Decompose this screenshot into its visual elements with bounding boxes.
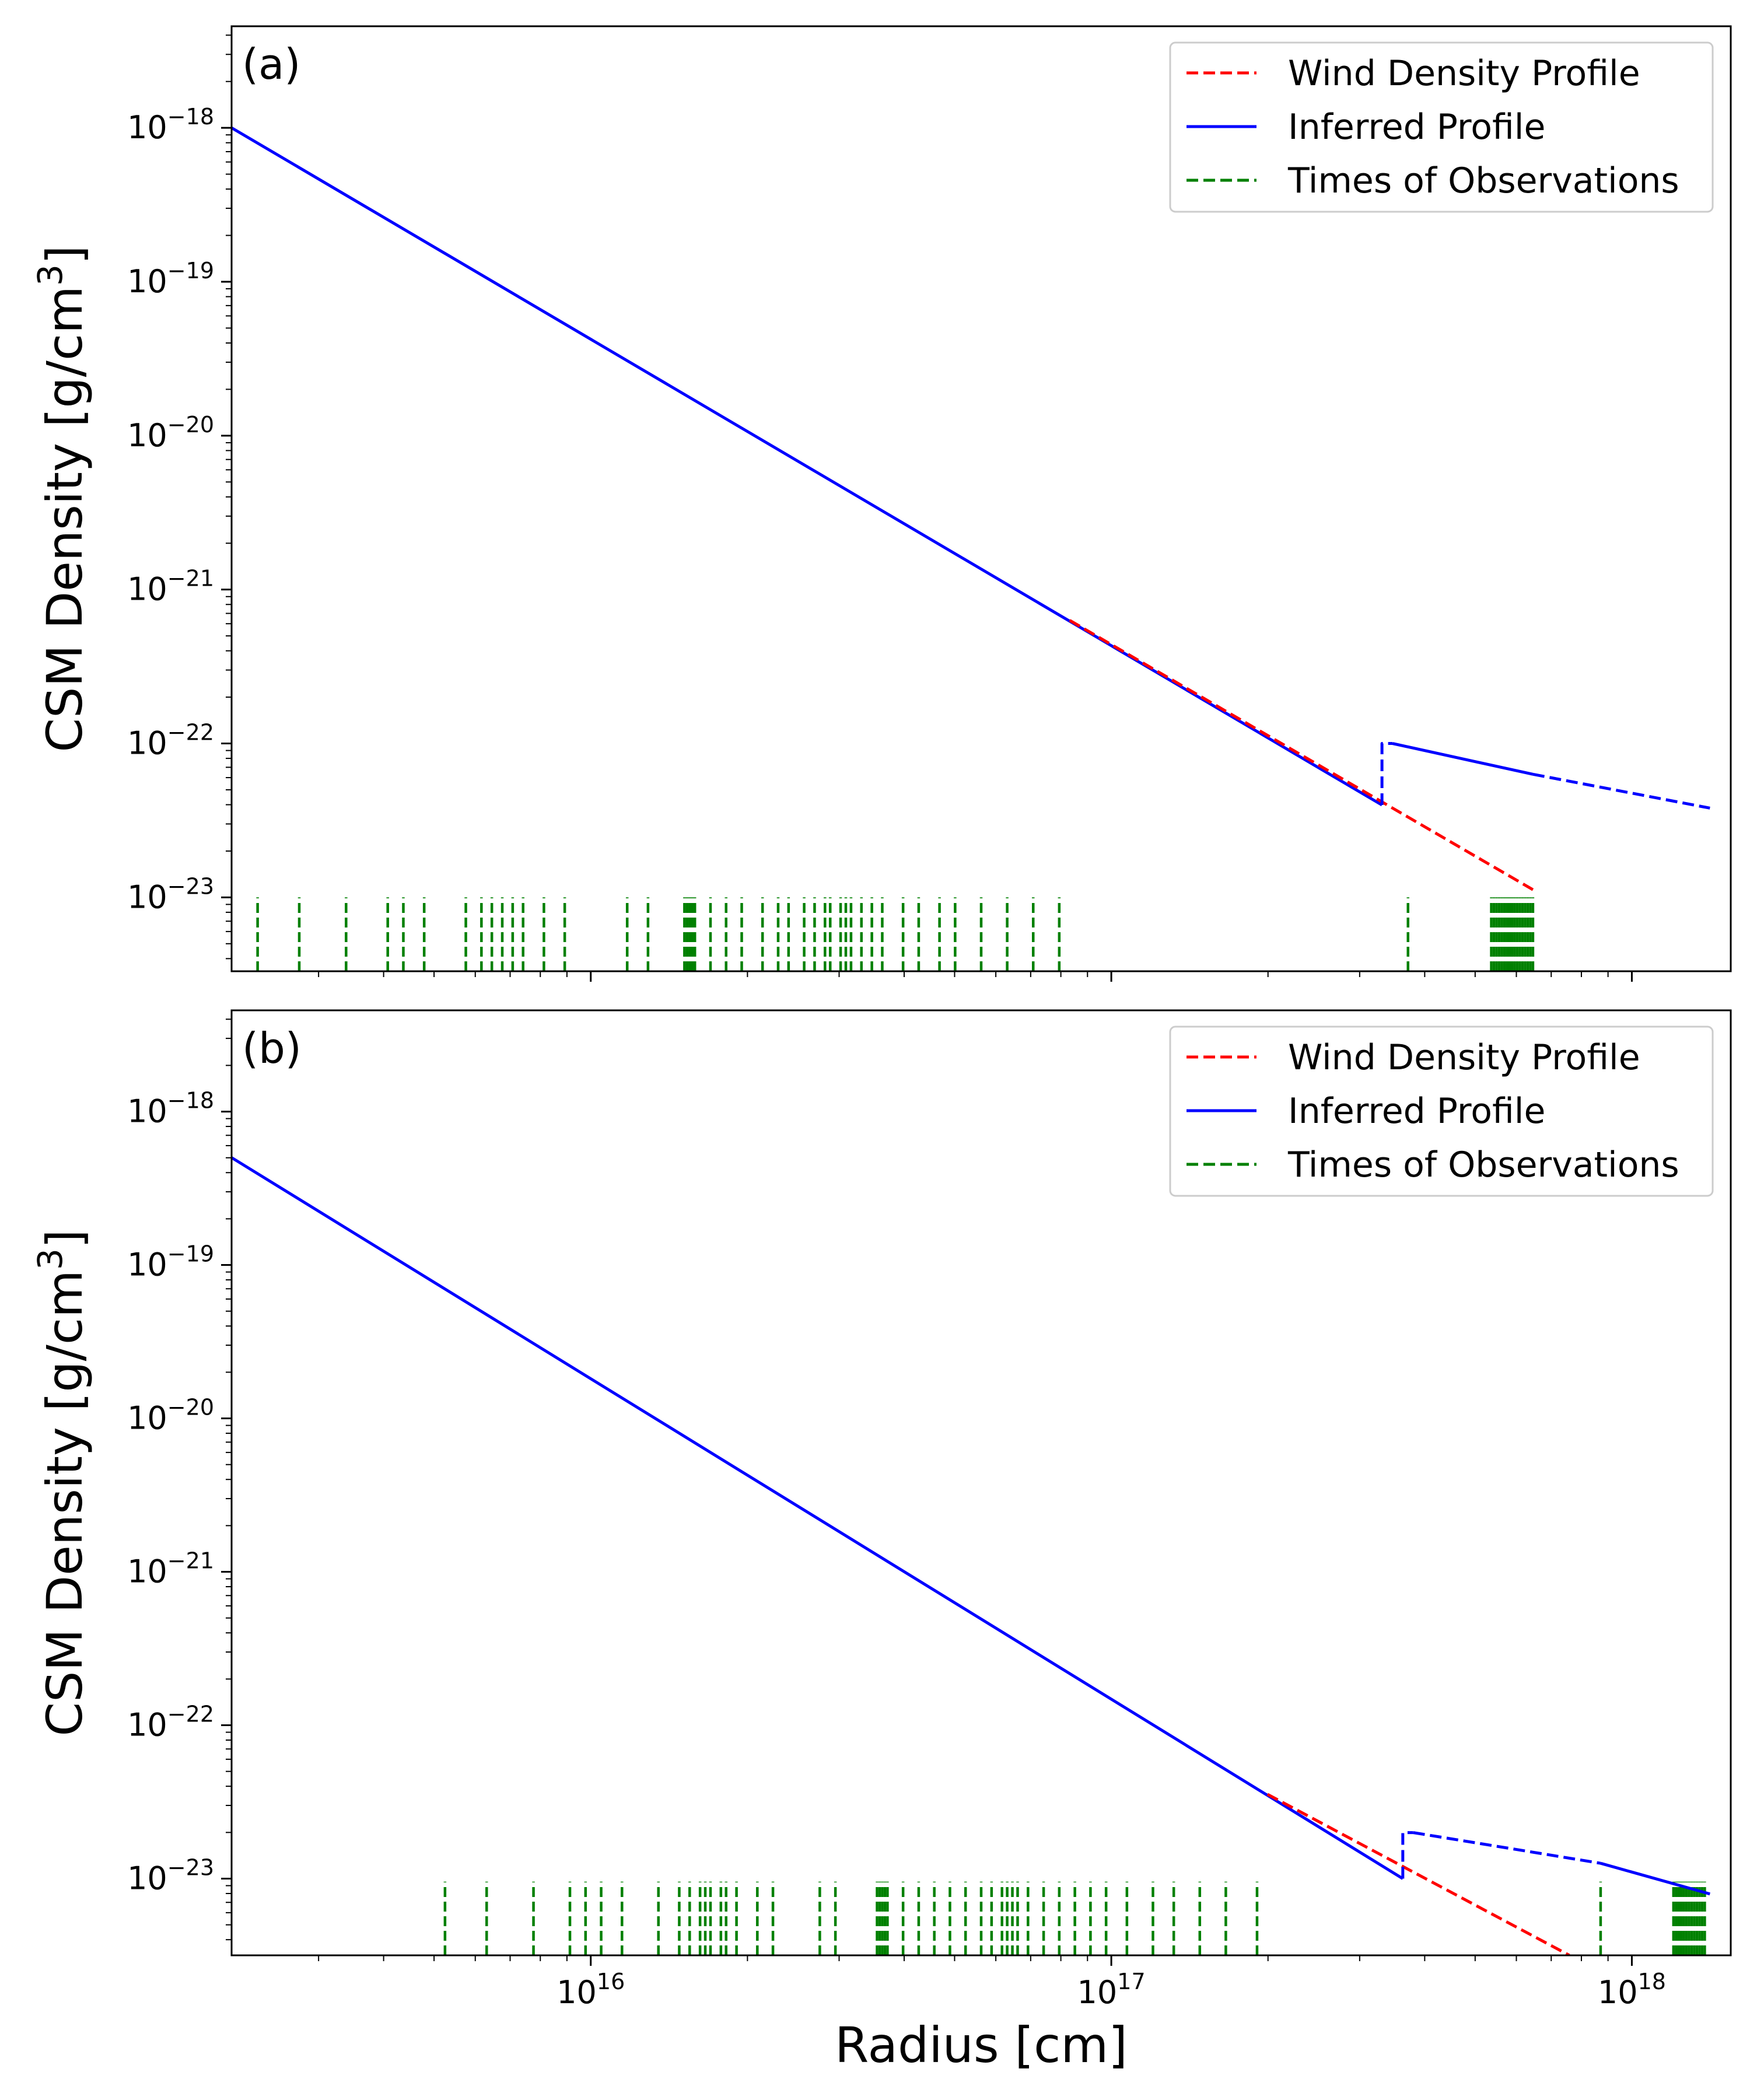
- panel-a-y-tick-label-base: 10: [127, 878, 167, 915]
- panel-a-y-tick-label-exponent: −19: [167, 258, 214, 284]
- panel-a-y-tick-label: 10−23: [127, 873, 214, 915]
- panel-a-ylabel-text: CSM Density [g/cm: [36, 286, 93, 752]
- panel-a-series-inferred-profile-outer: [1392, 742, 1534, 776]
- panel-a-y-tick-label-exponent: −18: [167, 104, 214, 130]
- panel-a-ylabel: CSM Density [g/cm3]: [30, 245, 93, 752]
- panel-b-legend: Wind Density Profile Inferred Profile Time…: [1169, 1026, 1714, 1197]
- panel-a-legend: Wind Density Profile Inferred Profile Time…: [1169, 41, 1714, 213]
- panel-a-label: (a): [242, 40, 300, 89]
- panel-b-plot-content: [232, 1156, 1710, 1955]
- panel-b-legend-box: [1169, 1026, 1714, 1197]
- panel-a-legend-label-0: Wind Density Profile: [1288, 53, 1640, 94]
- panel-b-label: (b): [242, 1024, 302, 1073]
- panel-b-series-wind-density-profile: [1266, 1793, 1570, 1955]
- panel-a-y-tick-label-exponent: −21: [167, 566, 214, 592]
- panel-b-y-tick-label-exponent: −23: [167, 1855, 214, 1881]
- panel-b-y-tick-label: 10−23: [127, 1855, 214, 1897]
- panel-b-x-tick-label-base: 10: [1077, 1974, 1118, 2011]
- panel-b-y-tick-label-exponent: −22: [167, 1702, 214, 1727]
- panel-b-y-tick-label-exponent: −20: [167, 1395, 214, 1420]
- panel-b-ylabel: CSM Density [g/cm3]: [30, 1229, 93, 1736]
- panel-a-series-inferred-profile-step: [1380, 742, 1392, 805]
- panel-b-ylabel-close: ]: [36, 1229, 93, 1248]
- panel-a-y-tick-label-exponent: −23: [167, 873, 214, 899]
- panel-a-series-inferred-profile: [232, 126, 1383, 807]
- panel-b-series-inferred-profile-step: [1401, 1831, 1413, 1879]
- panel-a-series-inferred-profile-outer-extrap: [1532, 772, 1710, 810]
- panel-b-legend-label-2: Times of Observations: [1287, 1144, 1679, 1185]
- panel-b-y-tick-label: 10−19: [127, 1241, 214, 1283]
- panel-b-y-tick-label: 10−22: [127, 1702, 214, 1744]
- panel-b-x-tick-label: 1016: [556, 1969, 625, 2011]
- panel-b-y-tick-label-base: 10: [127, 1707, 167, 1744]
- panel-b-y-tick-label: 10−18: [127, 1088, 214, 1130]
- panel-a-ylabel-sup: 3: [30, 264, 70, 286]
- panel-a-y-tick-label-base: 10: [127, 417, 167, 454]
- panel-a-y-tick-label-base: 10: [127, 263, 167, 300]
- panel-b-y-tick-label-base: 10: [127, 1247, 167, 1283]
- panel-b-legend-label-0: Wind Density Profile: [1288, 1037, 1640, 1078]
- panel-b-legend-label-1: Inferred Profile: [1288, 1091, 1545, 1132]
- panel-a-y-tick-label-exponent: −22: [167, 720, 214, 746]
- panel-b-x-tick-label-exponent: 16: [597, 1969, 625, 1994]
- panel-b-ylabel-sup: 3: [30, 1248, 70, 1270]
- panel-a-legend-box: [1169, 41, 1714, 213]
- panel-b-y-tick-label: 10−20: [127, 1395, 214, 1437]
- panel-a-y-tick-label-base: 10: [127, 109, 167, 146]
- panel-a-y-tick-label: 10−18: [127, 104, 214, 146]
- panel-b-y-tick-label-base: 10: [127, 1860, 167, 1897]
- panel-b-y-tick-label-base: 10: [127, 1553, 167, 1590]
- panel-a-y-tick-label-base: 10: [127, 725, 167, 762]
- panel-b-ylabel-text: CSM Density [g/cm: [36, 1270, 93, 1737]
- panel-b-x-tick-label: 1018: [1598, 1969, 1666, 2011]
- panel-b-x-tick-label-base: 10: [1598, 1974, 1638, 2011]
- panel-b-series-inferred-profile-outer-dashed: [1413, 1831, 1601, 1865]
- panel-b-x-tick-label: 1017: [1077, 1969, 1146, 2011]
- panel-b-x-tick-label-exponent: 18: [1638, 1969, 1666, 1994]
- panel-a-legend-label-1: Inferred Profile: [1288, 107, 1545, 148]
- panel-b-y-tick-label-exponent: −19: [167, 1241, 214, 1267]
- panel-b-x-tick-label-exponent: 17: [1117, 1969, 1145, 1994]
- panel-b-y-tick-label-exponent: −21: [167, 1548, 214, 1574]
- panel-b-y-tick-label-exponent: −18: [167, 1088, 214, 1114]
- panel-b-series-inferred-profile: [232, 1156, 1404, 1880]
- panel-a-y-tick-label: 10−20: [127, 412, 214, 454]
- panel-b-frame: [230, 1009, 1732, 1957]
- panel-a-y-tick-label-exponent: −20: [167, 412, 214, 438]
- panel-b-series-inferred-profile-outer: [1600, 1861, 1710, 1896]
- panel-a-series-wind-density-profile: [1069, 619, 1534, 891]
- panel-a-legend-label-2: Times of Observations: [1287, 160, 1679, 201]
- panel-a-y-tick-label: 10−22: [127, 720, 214, 762]
- panel-a-ylabel-close: ]: [36, 245, 93, 264]
- panel-b-y-tick-label-base: 10: [127, 1400, 167, 1437]
- panel-b-x-tick-label-base: 10: [556, 1974, 597, 2011]
- panel-b-y-tick-label-base: 10: [127, 1093, 167, 1130]
- panel-a-y-tick-label: 10−19: [127, 258, 214, 300]
- panel-a-plot-content: [232, 126, 1710, 971]
- panel-a-y-tick-label-base: 10: [127, 571, 167, 608]
- x-axis-title: Radius [cm]: [835, 2017, 1128, 2074]
- panel-b-y-tick-label: 10−21: [127, 1548, 214, 1590]
- panel-a-y-tick-label: 10−21: [127, 566, 214, 608]
- panel-a-frame: [230, 25, 1732, 972]
